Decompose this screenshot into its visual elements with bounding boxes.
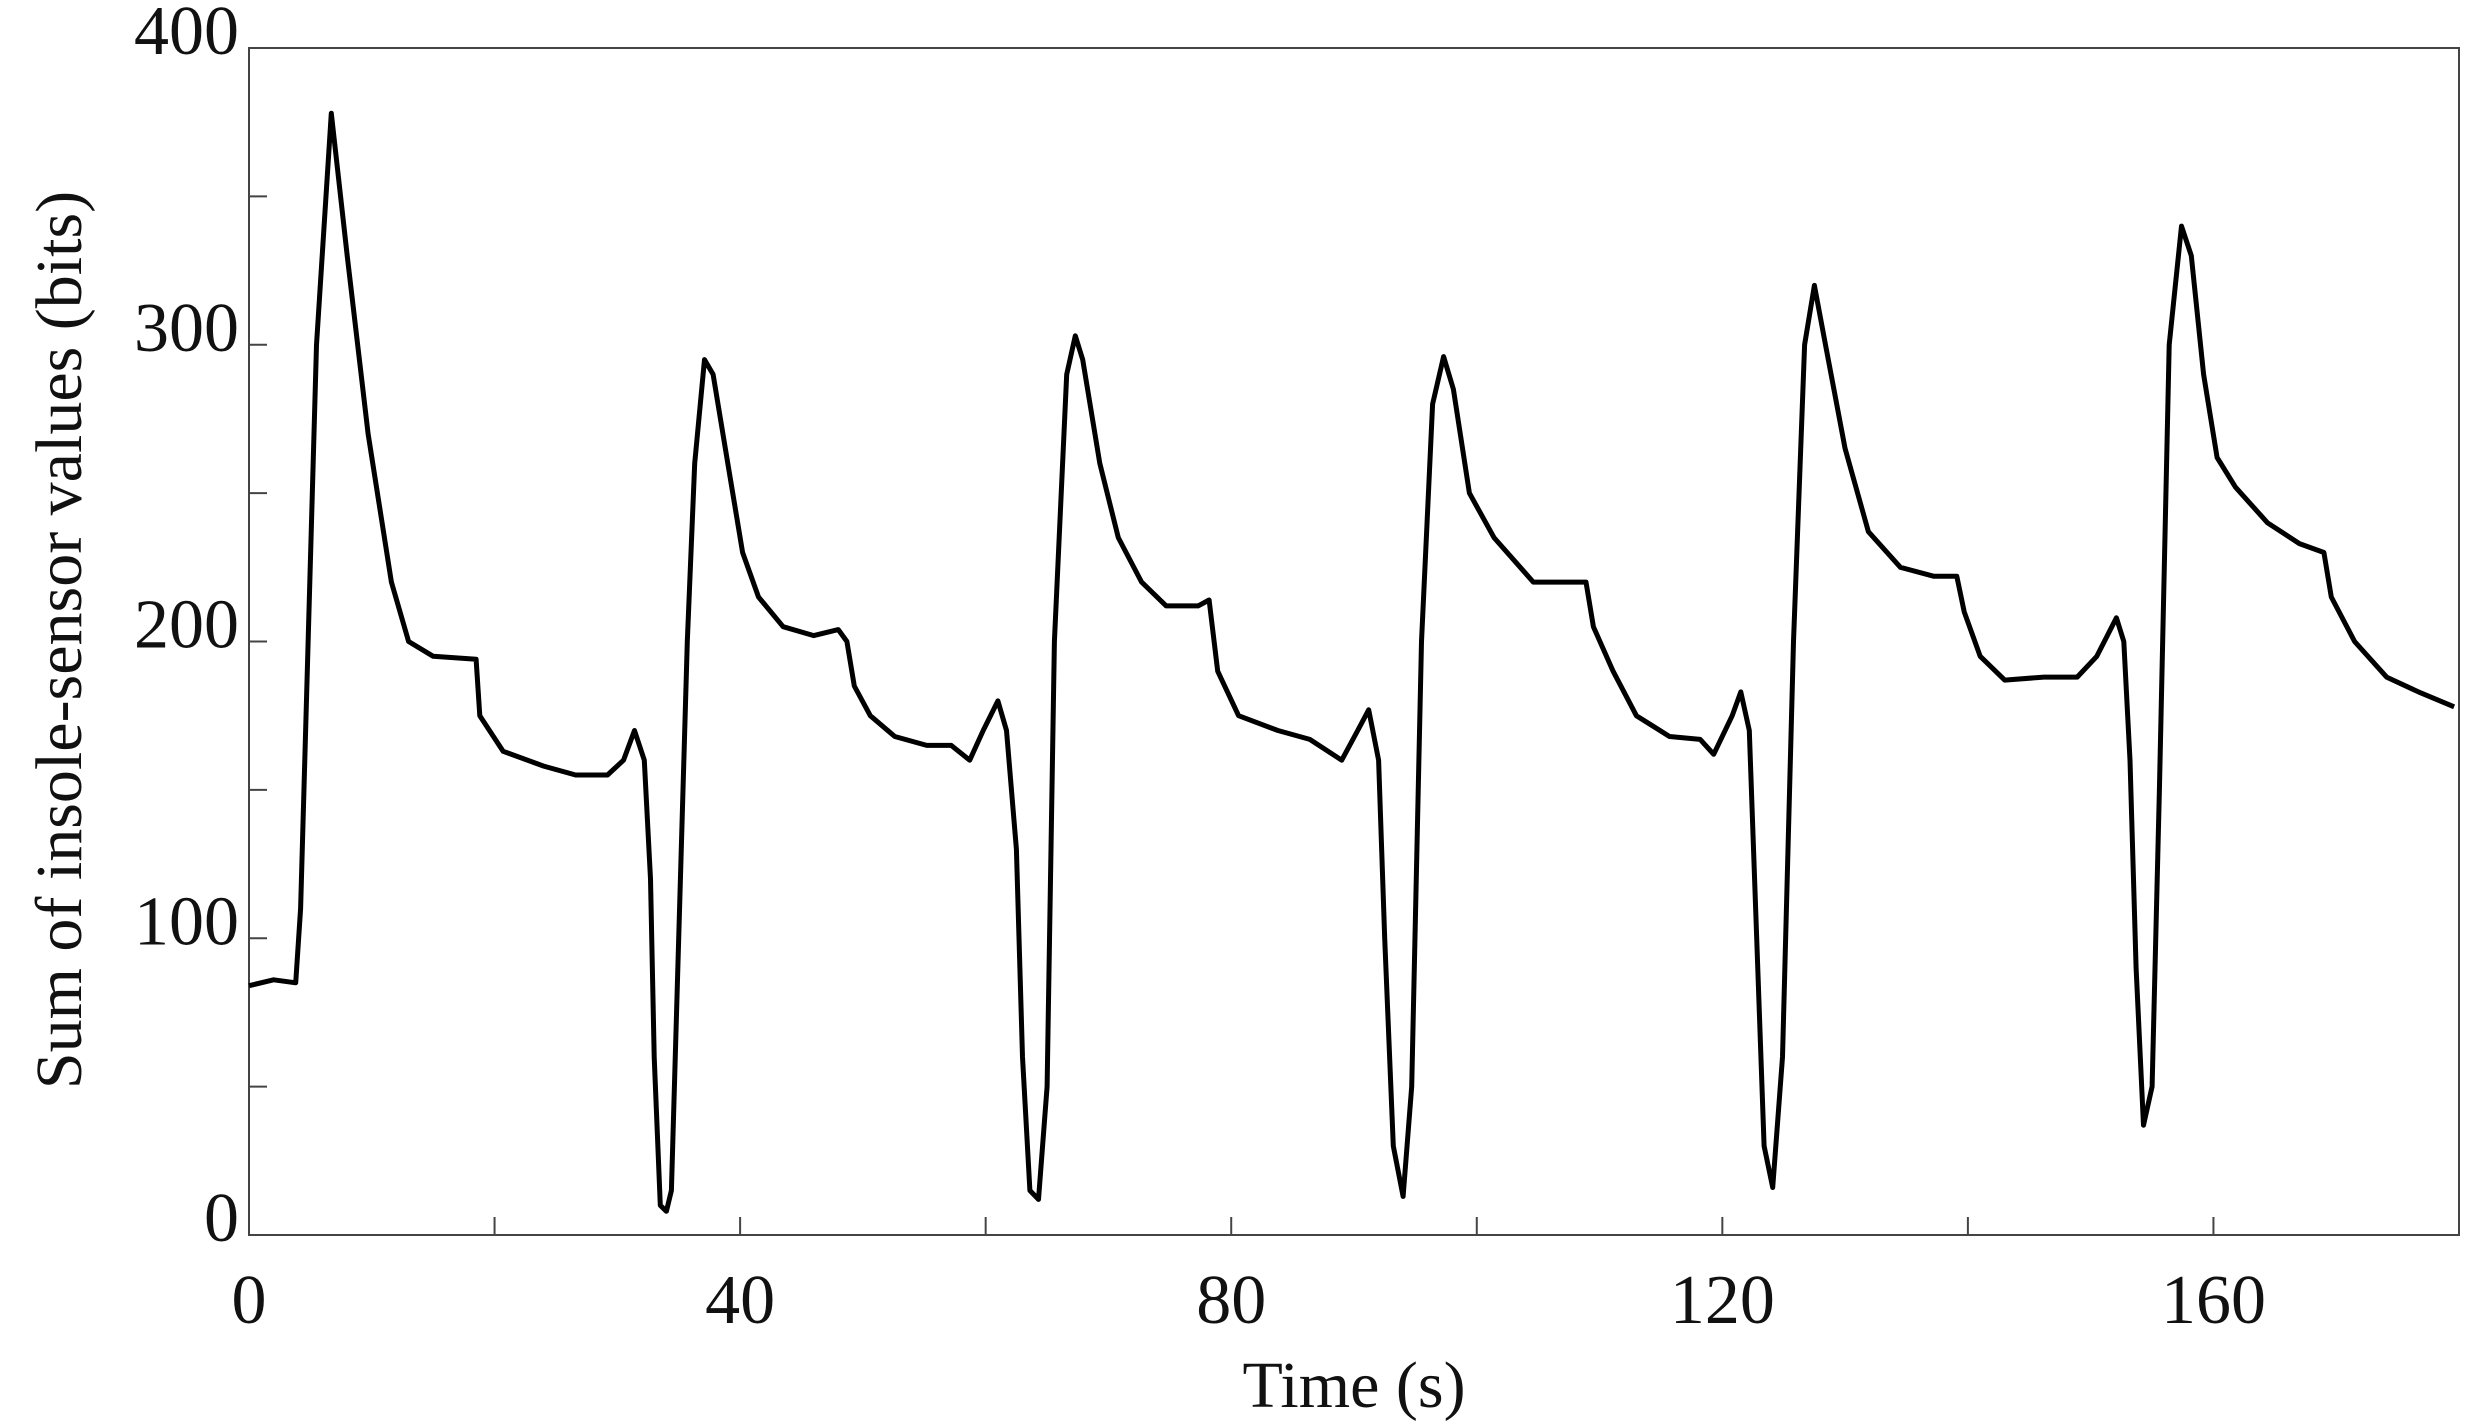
x-axis-label: Time (s)	[1242, 1349, 1465, 1422]
x-tick-label: 120	[1670, 1262, 1775, 1339]
x-tick-label: 80	[1196, 1262, 1266, 1339]
y-tick-label: 100	[134, 883, 239, 960]
y-tick-label: 200	[134, 587, 239, 664]
data-line	[248, 110, 2456, 1214]
y-axis-label: Sum of insole-sensor values (bits)	[23, 191, 96, 1089]
plot-frame	[248, 47, 2460, 1236]
y-tick-label: 0	[204, 1180, 239, 1257]
x-tick-label: 160	[2161, 1262, 2266, 1339]
y-tick-label: 400	[134, 0, 239, 70]
y-tick-label: 300	[134, 290, 239, 367]
x-tick-label: 40	[705, 1262, 775, 1339]
x-tick-label: 0	[232, 1262, 267, 1339]
